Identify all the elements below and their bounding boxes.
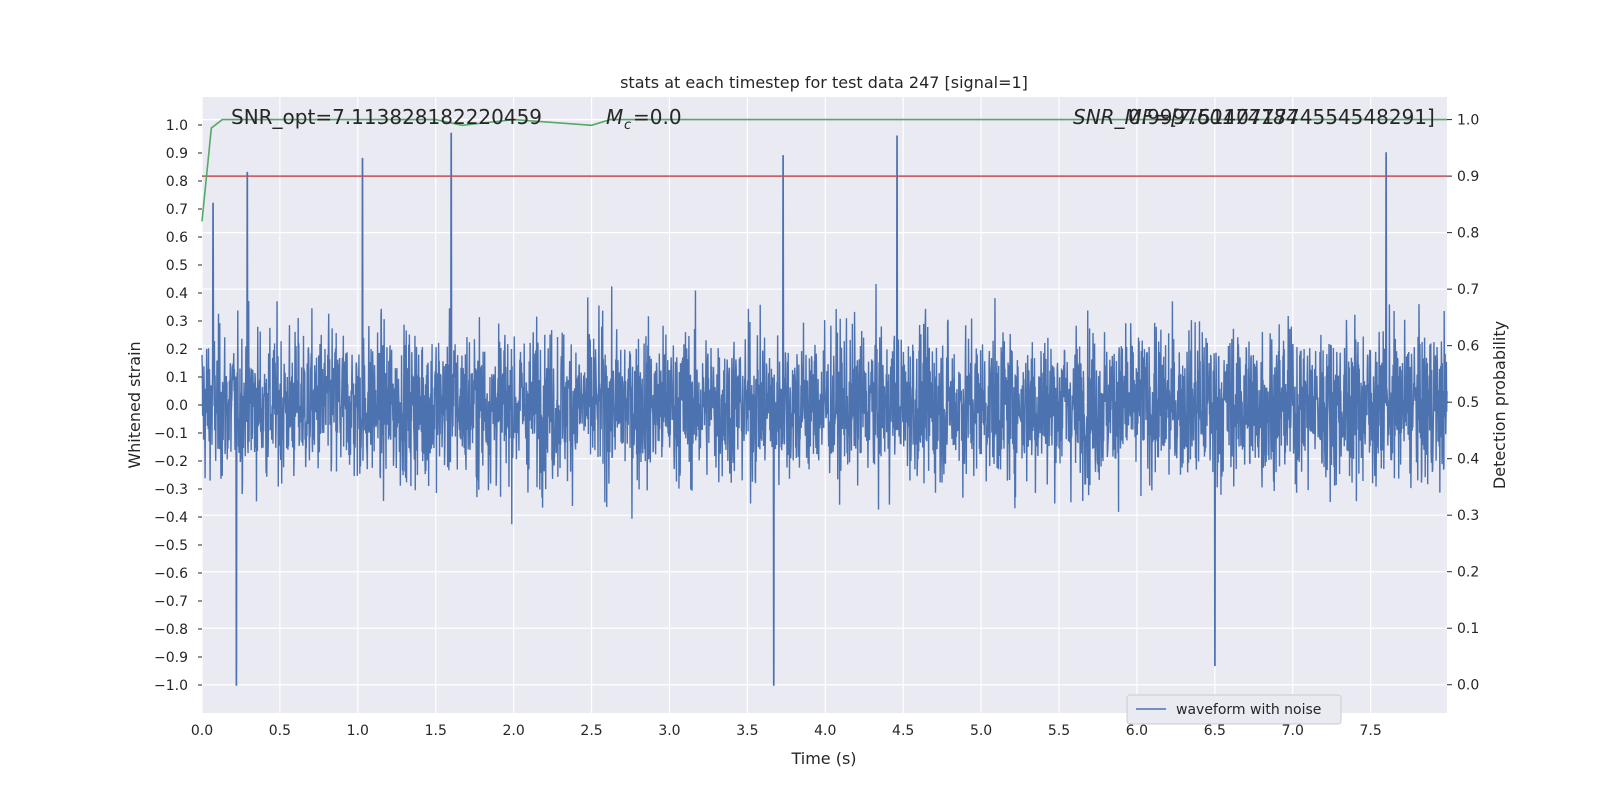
x-tick-label: 6.5	[1204, 723, 1226, 739]
y-tick-label: −0.2	[154, 454, 188, 470]
y-tick-label: 0.7	[166, 202, 188, 218]
probability-series	[201, 118, 1447, 222]
legend: waveform with noise	[1126, 694, 1342, 725]
x-tick-label: 1.0	[347, 723, 369, 739]
x-tick-label: 1.5	[425, 723, 447, 739]
y-ticks-right: 1.0 0.9 0.8 0.7 0.6 0.5 0.4 0.3 0.2 0.1 0.0	[1447, 113, 1479, 694]
y-tick-label: −0.7	[154, 594, 188, 610]
snr-mf-annotation: SNR_MF=[7.60174784	[1073, 105, 1299, 129]
y-right-tick-label: 0.4	[1457, 452, 1479, 468]
y-tick-label: −0.3	[154, 482, 188, 498]
y-tick-label: 0.6	[166, 230, 188, 246]
y-tick-label: 0.2	[166, 342, 188, 358]
y-ticks-left: 1.0 0.9 0.8 0.7 0.6 0.5 0.4 0.3 0.2 0.1 0.0 −0.1 −0.…	[154, 118, 202, 694]
y-tick-label: −1.0	[154, 678, 188, 694]
y-right-tick-label: 0.9	[1457, 169, 1479, 185]
y-axis-label-left: Whitened strain	[125, 341, 144, 468]
y-tick-label: 0.8	[166, 174, 188, 190]
mc-symbol: M	[606, 105, 623, 129]
mc-subscript: c	[624, 118, 631, 133]
x-ticks: 0.0 0.5 1.0 1.5 2.0 2.5 3.0 3.5 4.0 4.5 5.0 5.5 6.0 6…	[191, 723, 1382, 739]
y-right-tick-label: 0.8	[1457, 226, 1479, 242]
legend-entry: waveform with noise	[1176, 702, 1321, 718]
x-tick-label: 0.5	[269, 723, 291, 739]
y-tick-label: −0.8	[154, 622, 188, 638]
x-tick-label: 3.0	[658, 723, 680, 739]
x-tick-label: 7.0	[1282, 723, 1304, 739]
x-tick-label: 2.0	[503, 723, 525, 739]
mc-annotation: M c =0.0	[606, 105, 682, 133]
y-tick-label: 0.4	[166, 286, 188, 302]
waveform-series	[201, 132, 1448, 686]
probability-annotation: 0.9997514071774554548291]	[1128, 105, 1435, 129]
y-tick-label: 0.5	[166, 258, 188, 274]
x-tick-label: 0.0	[191, 723, 213, 739]
y-tick-label: −0.9	[154, 650, 188, 666]
x-tick-label: 4.0	[814, 723, 836, 739]
y-tick-label: −0.5	[154, 538, 188, 554]
legend-box	[1126, 694, 1342, 725]
y-right-tick-label: 0.3	[1457, 508, 1479, 524]
y-axis-label-right: Detection probability	[1490, 321, 1509, 489]
y-tick-label: 0.0	[166, 398, 188, 414]
y-right-tick-label: 0.6	[1457, 339, 1479, 355]
y-tick-label: 1.0	[166, 118, 188, 134]
x-tick-label: 5.0	[970, 723, 992, 739]
mc-value: =0.0	[633, 105, 682, 129]
y-right-tick-label: 0.1	[1457, 621, 1479, 637]
y-tick-label: 0.3	[166, 314, 188, 330]
chart-title: stats at each timestep for test data 247…	[620, 73, 1028, 92]
x-axis-label: Time (s)	[790, 749, 856, 768]
waveform-line	[201, 132, 1448, 686]
y-tick-label: −0.6	[154, 566, 188, 582]
x-tick-label: 7.5	[1360, 723, 1382, 739]
y-right-tick-label: 0.7	[1457, 282, 1479, 298]
y-tick-label: 0.9	[166, 146, 188, 162]
y-tick-label: 0.1	[166, 370, 188, 386]
x-tick-label: 3.5	[736, 723, 758, 739]
x-tick-label: 4.5	[892, 723, 914, 739]
y-right-tick-label: 0.5	[1457, 395, 1479, 411]
y-right-tick-label: 0.0	[1457, 678, 1479, 694]
x-tick-label: 2.5	[580, 723, 602, 739]
y-tick-label: −0.4	[154, 510, 188, 526]
snr-opt-annotation: SNR_opt=7.113828182220459	[231, 105, 542, 129]
y-right-tick-label: 0.2	[1457, 565, 1479, 581]
x-tick-label: 5.5	[1048, 723, 1070, 739]
y-right-tick-label: 1.0	[1457, 113, 1479, 129]
y-tick-label: −0.1	[154, 426, 188, 442]
detection-probability-line	[201, 118, 1447, 222]
x-tick-label: 6.0	[1126, 723, 1148, 739]
